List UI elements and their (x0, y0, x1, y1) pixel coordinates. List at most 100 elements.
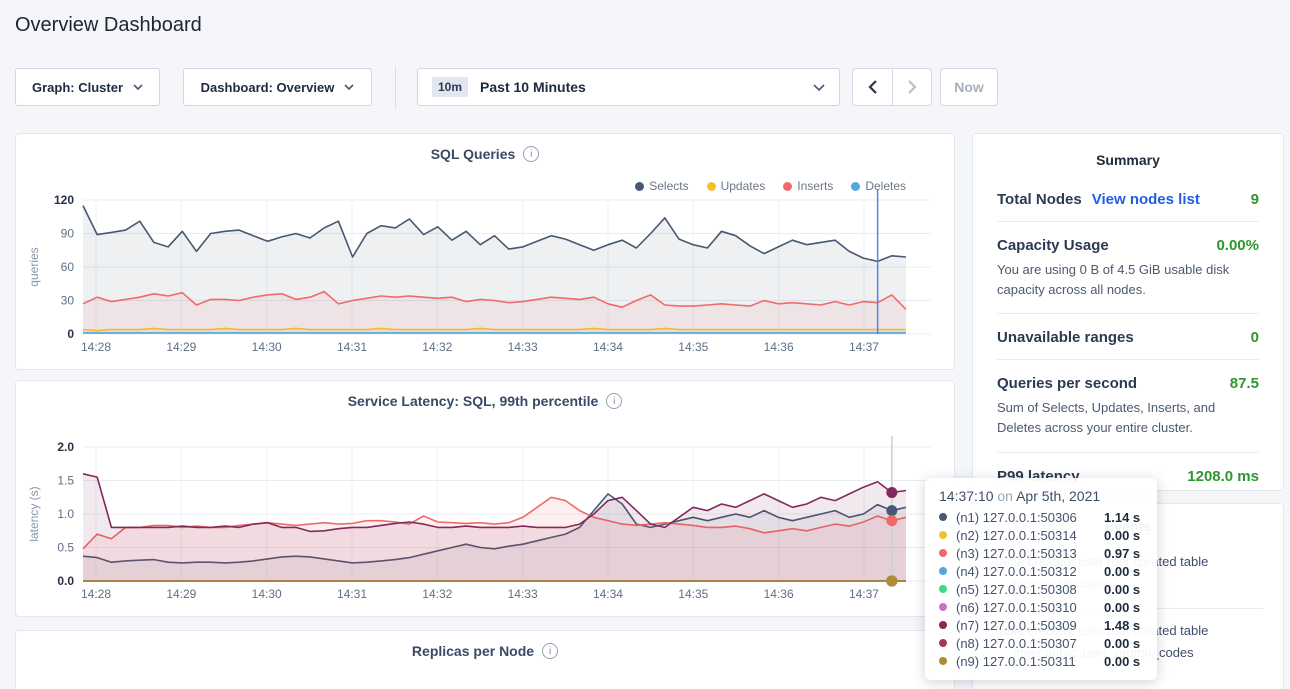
svg-text:14:31: 14:31 (337, 587, 367, 601)
legend-item-deletes[interactable]: Deletes (851, 179, 906, 193)
graph-scope-dropdown-label: Graph: Cluster (31, 79, 123, 95)
chart-title-replicas-per-node: Replicas per Node (411, 643, 535, 659)
svg-text:2.0: 2.0 (57, 440, 74, 454)
toolbar-divider (395, 66, 396, 108)
sql-queries-chart[interactable]: 14:28 14:29 14:30 14:31 14:32 14:33 14:34 14:35… (16, 134, 954, 369)
service-latency-chart[interactable]: 14:28 14:29 14:30 14:31 14:32 14:33 14:34 14:35… (16, 381, 954, 616)
node-color-dot-icon (939, 603, 947, 611)
svg-text:30: 30 (61, 294, 75, 308)
tooltip-node-value: 0.00 s (1104, 581, 1141, 597)
tooltip-node-row: (n3) 127.0.0.1:50313 0.97 s (939, 544, 1145, 562)
node-color-dot-icon (939, 639, 947, 647)
tooltip-node-row: (n8) 127.0.0.1:50307 0.00 s (939, 634, 1145, 652)
view-nodes-list-link[interactable]: View nodes list (1091, 191, 1200, 208)
chart-hover-tooltip: 14:37:10 on Apr 5th, 2021 (n1) 127.0.0.1… (925, 478, 1157, 680)
tooltip-node-value: 1.48 s (1104, 617, 1141, 633)
time-step-buttons (852, 68, 932, 106)
now-button[interactable]: Now (940, 68, 998, 106)
dashboard-dropdown[interactable]: Dashboard: Overview (183, 68, 372, 106)
chevron-right-icon (907, 80, 917, 94)
svg-text:14:32: 14:32 (422, 587, 452, 601)
chevron-down-icon (813, 83, 825, 91)
summary-label: Unavailable ranges (997, 329, 1134, 347)
svg-text:1.5: 1.5 (57, 474, 74, 488)
time-range-label: Past 10 Minutes (480, 79, 586, 95)
tooltip-node-row: (n2) 127.0.0.1:50314 0.00 s (939, 526, 1145, 544)
tooltip-node-address: (n1) 127.0.0.1:50306 (956, 509, 1077, 525)
legend-label: Selects (649, 179, 689, 193)
svg-text:14:33: 14:33 (508, 340, 538, 354)
summary-value: 1208.0 ms (1187, 467, 1259, 485)
tooltip-node-row: (n4) 127.0.0.1:50312 0.00 s (939, 562, 1145, 580)
summary-subtext: Sum of Selects, Updates, Inserts, and De… (997, 400, 1216, 436)
tooltip-node-row: (n6) 127.0.0.1:50310 0.00 s (939, 598, 1145, 616)
summary-label: Total Nodes (997, 191, 1082, 208)
summary-value: 87.5 (1229, 375, 1259, 393)
tooltip-timestamp: 14:37:10 on Apr 5th, 2021 (939, 488, 1101, 504)
tooltip-node-address: (n9) 127.0.0.1:50311 (956, 653, 1076, 669)
time-range-dropdown[interactable]: 10m Past 10 Minutes (417, 68, 840, 106)
tooltip-node-address: (n8) 127.0.0.1:50307 (956, 635, 1077, 651)
page-title: Overview Dashboard (15, 14, 202, 36)
svg-text:14:29: 14:29 (166, 340, 196, 354)
legend-item-selects[interactable]: Selects (635, 179, 689, 193)
service-latency-chart-panel: Service Latency: SQL, 99th percentile i … (15, 380, 955, 617)
svg-text:120: 120 (54, 193, 74, 207)
svg-text:14:34: 14:34 (593, 587, 623, 601)
legend-item-updates[interactable]: Updates (706, 179, 766, 193)
tooltip-node-address: (n4) 127.0.0.1:50312 (956, 563, 1077, 579)
summary-title: Summary (1096, 152, 1160, 168)
svg-text:0.5: 0.5 (57, 541, 74, 555)
node-color-dot-icon (939, 621, 947, 629)
svg-text:14:36: 14:36 (764, 587, 794, 601)
summary-row-queries-per-second: Queries per second 87.5 Sum of Selects, … (997, 360, 1259, 453)
summary-value: 0 (1250, 329, 1259, 347)
tooltip-node-address: (n7) 127.0.0.1:50309 (956, 617, 1077, 633)
svg-text:14:35: 14:35 (678, 340, 708, 354)
tooltip-node-address: (n2) 127.0.0.1:50314 (956, 527, 1077, 543)
legend-dot-icon (706, 181, 716, 191)
summary-row-unavailable-ranges: Unavailable ranges 0 (997, 314, 1259, 361)
previous-time-button[interactable] (853, 69, 892, 105)
svg-text:14:28: 14:28 (81, 340, 111, 354)
node-color-dot-icon (939, 549, 947, 557)
svg-text:0.0: 0.0 (57, 574, 74, 588)
svg-text:14:34: 14:34 (593, 340, 623, 354)
summary-panel: Summary Total Nodes View nodes list 9 Ca… (972, 133, 1284, 491)
chevron-down-icon (133, 84, 143, 90)
graph-scope-dropdown[interactable]: Graph: Cluster (15, 68, 160, 106)
next-time-button[interactable] (892, 69, 931, 105)
summary-subtext: You are using 0 B of 4.5 GiB usable disk… (997, 262, 1230, 298)
legend-dot-icon (635, 181, 645, 191)
tooltip-node-value: 1.14 s (1104, 509, 1141, 525)
tooltip-node-address: (n6) 127.0.0.1:50310 (956, 599, 1077, 615)
info-icon[interactable]: i (542, 643, 559, 659)
node-color-dot-icon (939, 585, 947, 593)
tooltip-node-row: (n5) 127.0.0.1:50308 0.00 s (939, 580, 1145, 598)
svg-text:14:30: 14:30 (252, 340, 282, 354)
legend-label: Updates (720, 179, 766, 193)
svg-text:90: 90 (61, 227, 75, 241)
tooltip-node-row: (n7) 127.0.0.1:50309 1.48 s (939, 616, 1145, 634)
node-color-dot-icon (939, 531, 947, 539)
tooltip-node-address: (n5) 127.0.0.1:50308 (956, 581, 1077, 597)
chart-legend: Selects Updates Inserts Deletes (635, 179, 906, 193)
svg-text:14:29: 14:29 (166, 587, 196, 601)
svg-text:60: 60 (61, 260, 75, 274)
svg-text:14:28: 14:28 (81, 587, 111, 601)
tooltip-node-value: 0.00 s (1104, 527, 1141, 543)
summary-value: 0.00% (1216, 237, 1259, 254)
svg-text:14:37: 14:37 (849, 340, 879, 354)
chevron-left-icon (868, 80, 877, 94)
chart-title-sql-queries: SQL Queries (430, 146, 516, 162)
svg-text:14:33: 14:33 (508, 587, 538, 601)
summary-row-capacity-usage: Capacity Usage 0.00% You are using 0 B o… (997, 222, 1259, 315)
tooltip-node-value: 0.00 s (1104, 563, 1141, 579)
info-icon[interactable]: i (523, 146, 540, 162)
svg-text:0: 0 (67, 327, 74, 341)
legend-item-inserts[interactable]: Inserts (783, 179, 833, 193)
svg-text:1.0: 1.0 (57, 507, 74, 521)
legend-dot-icon (851, 181, 861, 191)
info-icon[interactable]: i (606, 393, 623, 409)
